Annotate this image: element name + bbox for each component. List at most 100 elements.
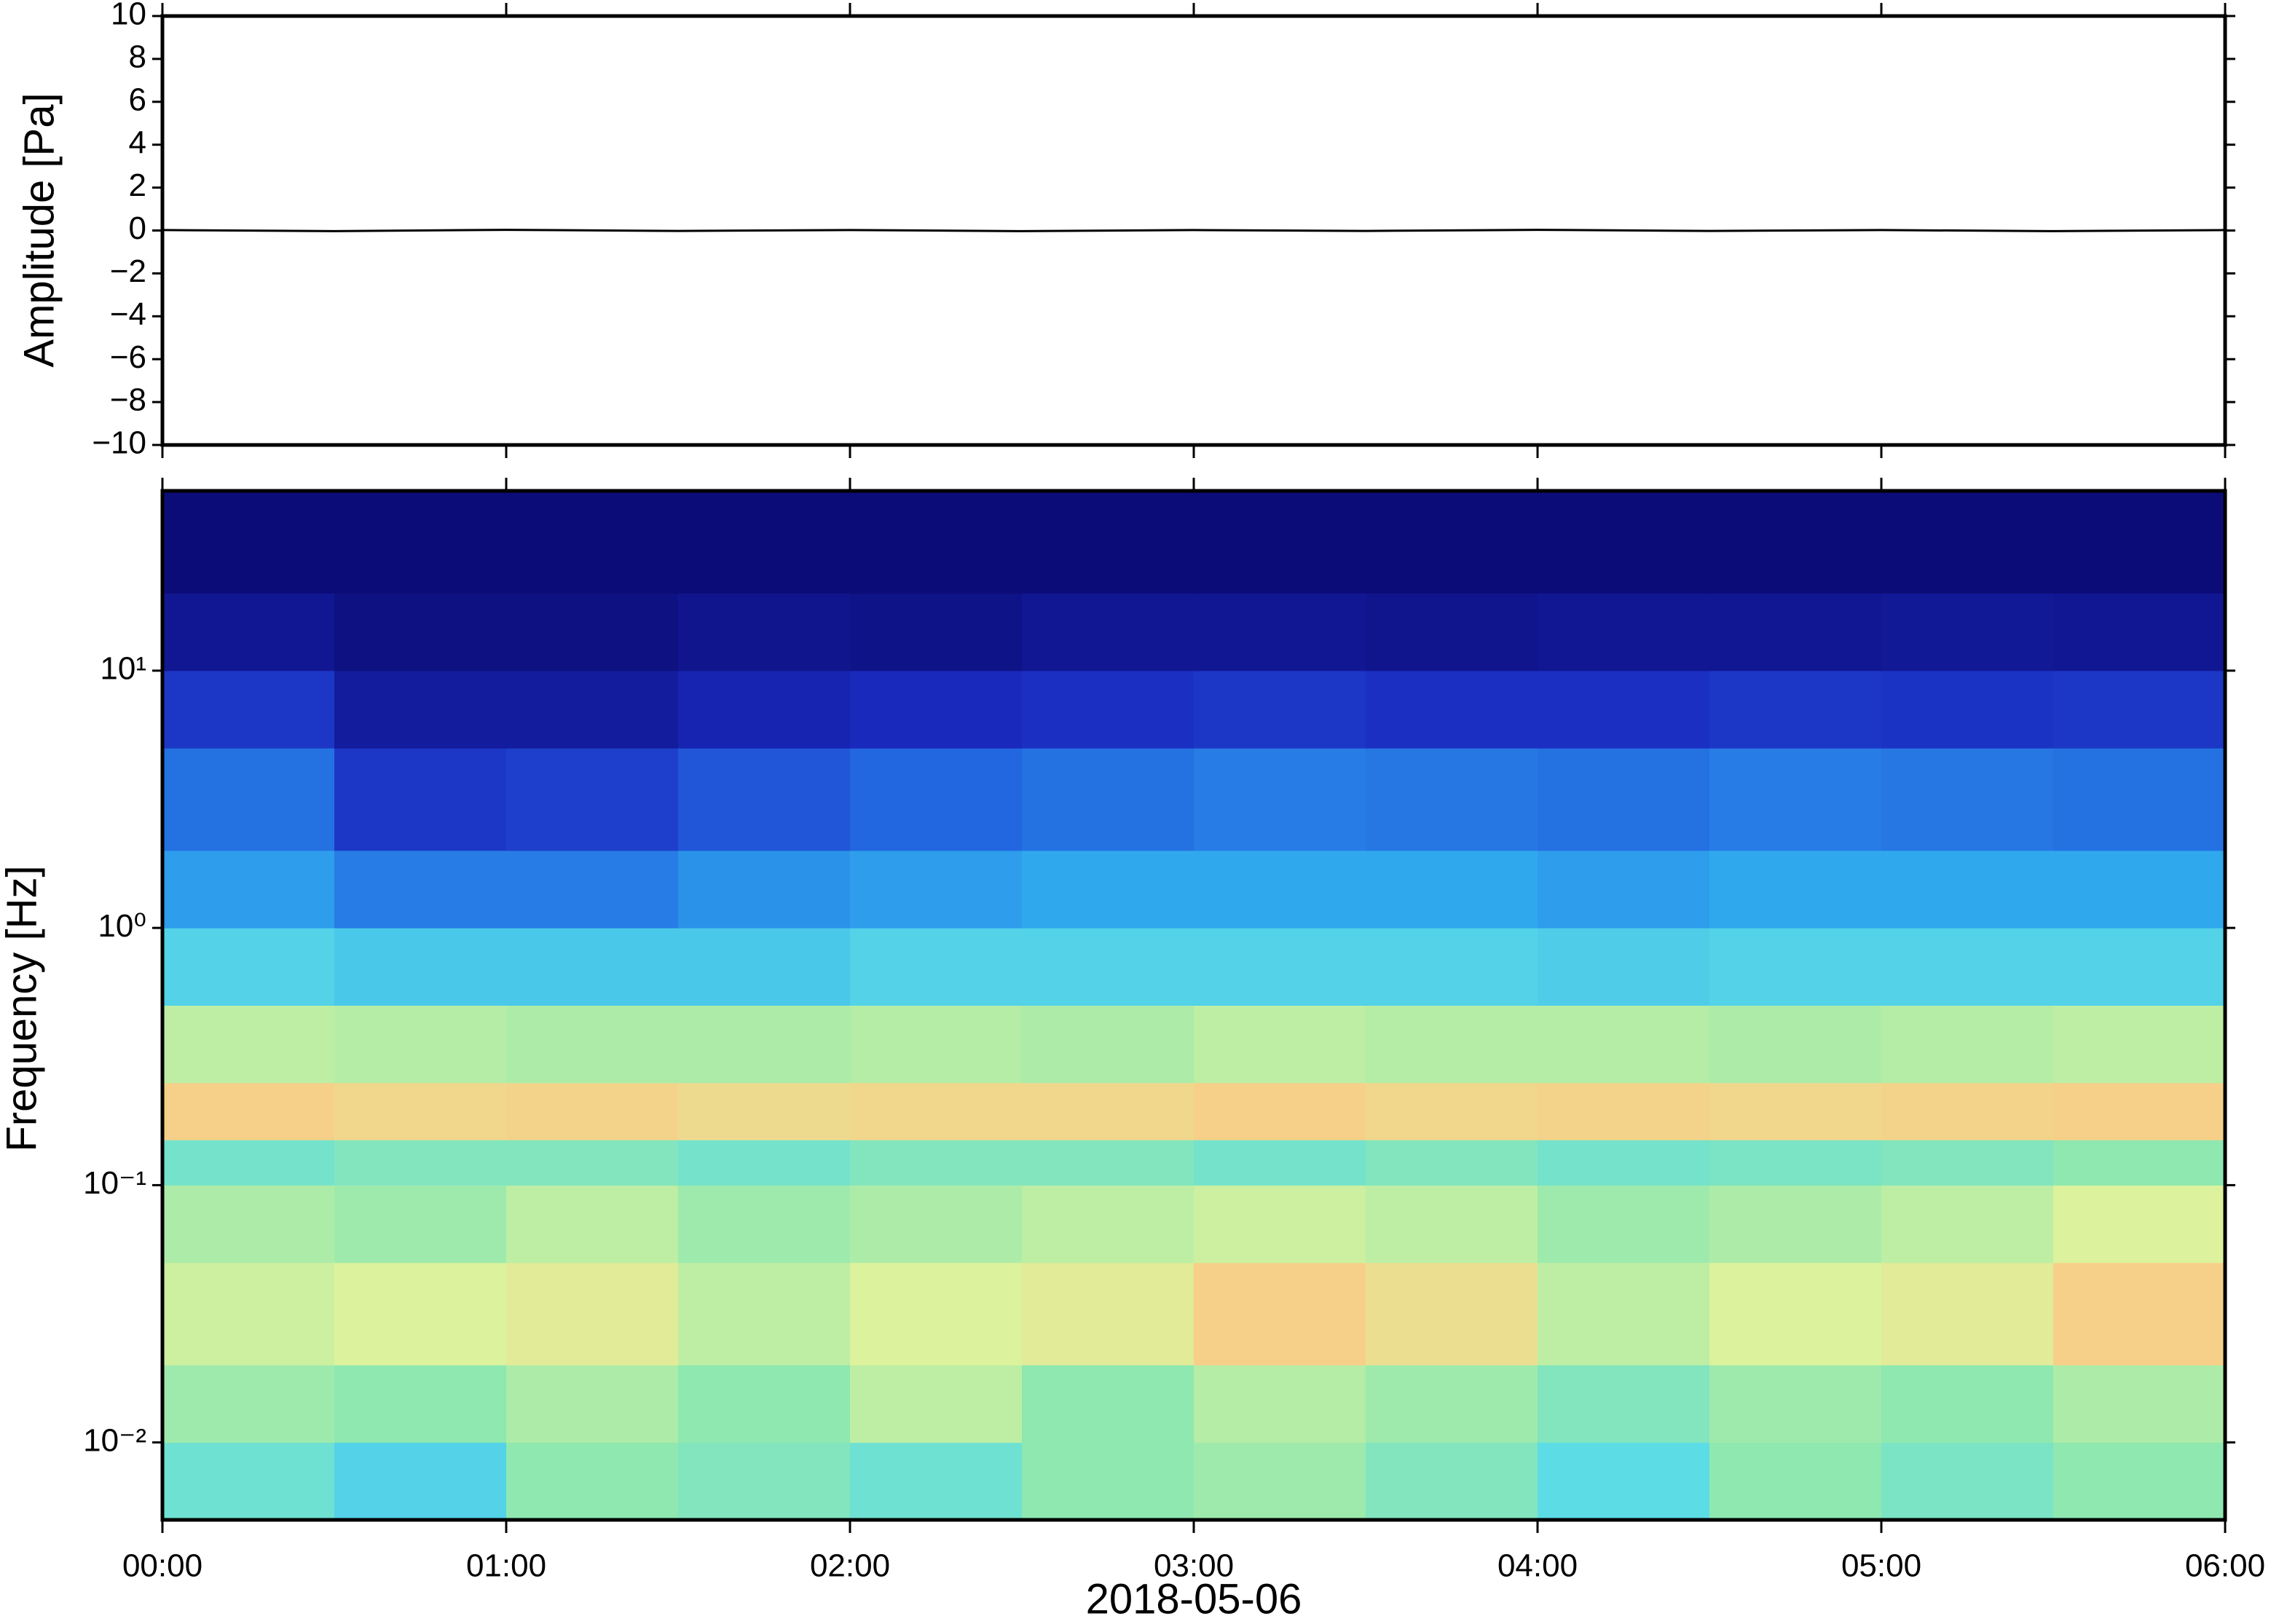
y-tick-label: −4 (110, 296, 146, 332)
heatmap-cell (1709, 593, 1882, 671)
heatmap-cell (1881, 850, 2054, 929)
y-tick-label: 10⁻¹ (83, 1165, 146, 1201)
heatmap-cell (1366, 1185, 1538, 1264)
heatmap-cell (1366, 670, 1538, 749)
heatmap-cell (162, 1082, 335, 1140)
heatmap-cell (1366, 491, 1538, 594)
heatmap-cell (1194, 748, 1366, 851)
heatmap-cell (850, 670, 1023, 749)
heatmap-cell (1538, 1005, 1710, 1084)
heatmap-cell (1194, 1082, 1366, 1140)
y-axis-label: Frequency [Hz] (0, 865, 45, 1151)
heatmap-cell (1538, 748, 1710, 851)
y-tick-label: −8 (110, 382, 146, 418)
heatmap-cell (506, 593, 679, 671)
heatmap-cell (1022, 1140, 1194, 1186)
x-tick-label: 02:00 (810, 1548, 890, 1584)
heatmap-cell (506, 1082, 679, 1140)
heatmap-cell (1538, 1365, 1710, 1443)
heatmap-cell (678, 1185, 851, 1264)
heatmap-cell (1538, 1140, 1710, 1186)
x-tick-label: 05:00 (1841, 1548, 1921, 1584)
heatmap-cell (1538, 491, 1710, 594)
heatmap-cell (334, 491, 507, 594)
heatmap-cell (1194, 491, 1366, 594)
heatmap-cell (506, 1442, 679, 1521)
heatmap-cell (334, 928, 507, 1006)
y-axis-label: Amplitude [Pa] (15, 92, 63, 367)
heatmap-cell (1022, 1365, 1194, 1443)
heatmap-cell (162, 1185, 335, 1264)
heatmap-cell (2053, 1140, 2226, 1186)
heatmap-cell (334, 670, 507, 749)
heatmap-cell (678, 1140, 851, 1186)
heatmap-cell (2053, 1442, 2226, 1521)
heatmap-cell (1881, 491, 2054, 594)
heatmap-cell (2053, 491, 2226, 594)
trace (162, 229, 2226, 232)
x-tick-label: 06:00 (2185, 1548, 2265, 1584)
heatmap-cell (1022, 1262, 1194, 1365)
heatmap-cell (850, 491, 1023, 594)
heatmap-cell (1366, 593, 1538, 671)
heatmap-cell (506, 1140, 679, 1186)
heatmap-cell (1366, 748, 1538, 851)
heatmap-cell (2053, 1262, 2226, 1365)
heatmap-cell (1881, 593, 2054, 671)
heatmap-cell (1194, 1262, 1366, 1365)
y-tick-label: 6 (129, 82, 146, 117)
heatmap-cell (850, 1365, 1023, 1443)
heatmap-cell (1709, 1005, 1882, 1084)
y-tick-label: −10 (92, 425, 146, 461)
heatmap-cell (1881, 1442, 2054, 1521)
heatmap-cell (2053, 850, 2226, 929)
heatmap-cell (678, 748, 851, 851)
heatmap-cell (162, 491, 335, 594)
heatmap-cell (334, 1442, 507, 1521)
x-tick-label: 00:00 (122, 1548, 202, 1584)
heatmap-cell (1709, 1365, 1882, 1443)
heatmap-cell (506, 1365, 679, 1443)
heatmap-cell (1709, 1140, 1882, 1186)
heatmap-cell (1538, 1185, 1710, 1264)
heatmap-cell (1366, 1140, 1538, 1186)
heatmap-cell (334, 748, 507, 851)
y-tick-label: −2 (110, 253, 146, 289)
y-tick-label: 10¹ (100, 651, 146, 687)
heatmap-cell (1022, 491, 1194, 594)
heatmap-cell (1709, 928, 1882, 1006)
x-tick-label: 01:00 (466, 1548, 546, 1584)
heatmap-cell (506, 1185, 679, 1264)
heatmap-cell (162, 928, 335, 1006)
y-tick-label: 8 (129, 39, 146, 75)
y-tick-label: 2 (129, 167, 146, 203)
heatmap-cell (1538, 670, 1710, 749)
x-tick-label: 04:00 (1497, 1548, 1578, 1584)
heatmap-cell (850, 1442, 1023, 1521)
heatmap-cell (506, 491, 679, 594)
heatmap-cell (1538, 593, 1710, 671)
heatmap-cell (1194, 1140, 1366, 1186)
heatmap-cell (1881, 670, 2054, 749)
heatmap-cell (162, 850, 335, 929)
heatmap-cell (1194, 1442, 1366, 1521)
heatmap-cell (334, 850, 507, 929)
heatmap-cell (1709, 1442, 1882, 1521)
heatmap-cell (1709, 1185, 1882, 1264)
heatmap-cell (506, 850, 679, 929)
heatmap-cell (334, 1082, 507, 1140)
heatmap-cell (1194, 593, 1366, 671)
heatmap-cell (1366, 1082, 1538, 1140)
heatmap-cell (1538, 1442, 1710, 1521)
x-tick-label: 03:00 (1154, 1548, 1234, 1584)
heatmap-cell (506, 928, 679, 1006)
heatmap-cell (1366, 928, 1538, 1006)
heatmap-cell (678, 1082, 851, 1140)
heatmap-cell (1022, 1005, 1194, 1084)
heatmap-cell (162, 1262, 335, 1365)
heatmap-cell (1366, 1442, 1538, 1521)
heatmap-cell (334, 1365, 507, 1443)
heatmap-cell (678, 928, 851, 1006)
heatmap-cell (162, 748, 335, 851)
